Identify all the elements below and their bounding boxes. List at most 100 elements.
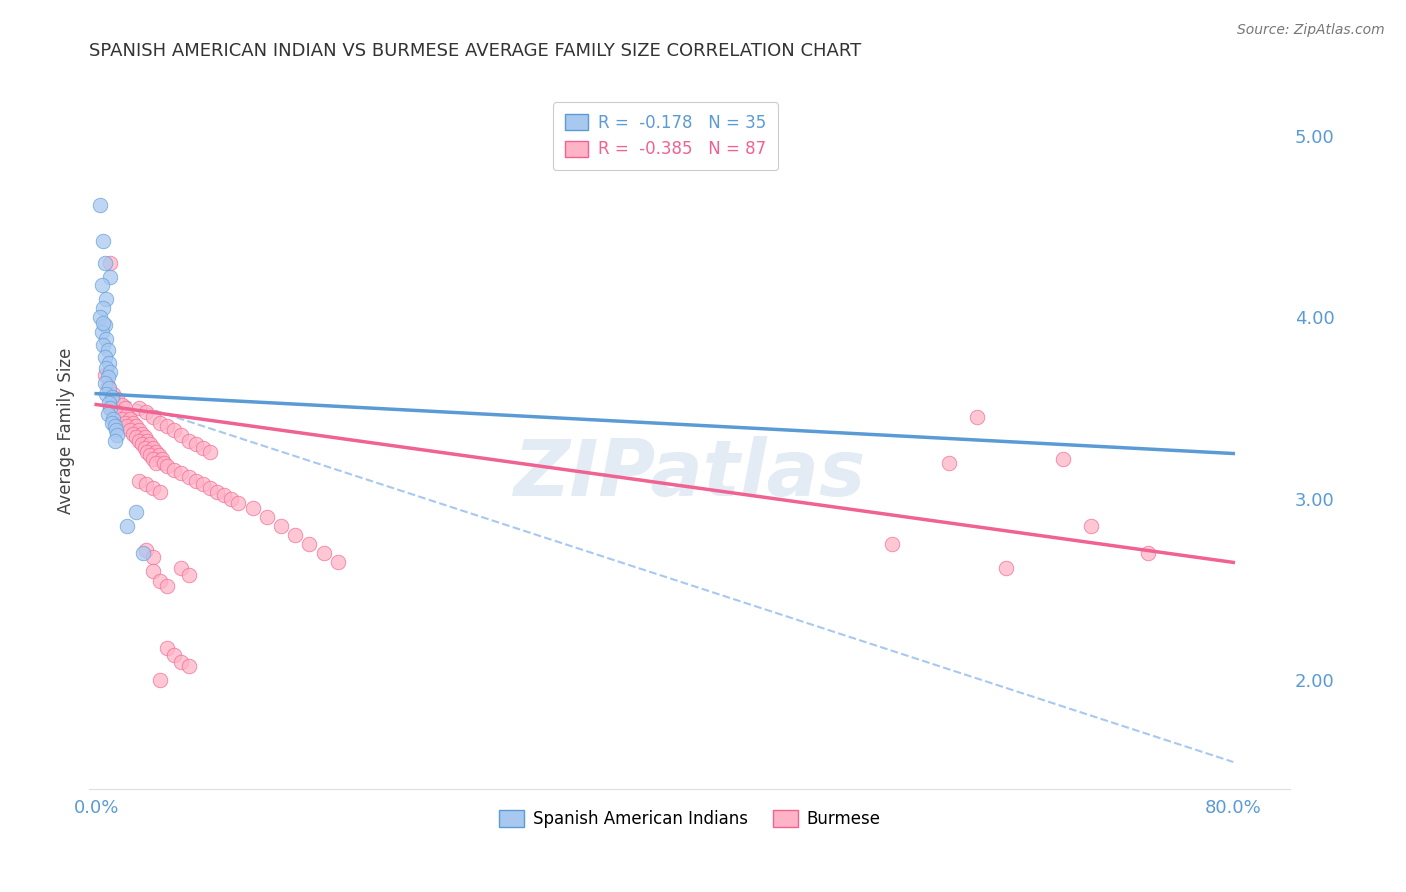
Point [101, 416, 124, 430]
Point [94, 332, 117, 346]
Legend: Spanish American Indians, Burmese: Spanish American Indians, Burmese [492, 803, 887, 835]
Point [134, 430, 156, 444]
Point [131, 437, 153, 451]
Point [111, 412, 134, 426]
Point [256, 510, 278, 524]
Y-axis label: Average Family Size: Average Family Size [58, 348, 75, 514]
Point [94, 361, 117, 376]
Point [93, 256, 115, 270]
Point [122, 416, 145, 430]
Point [105, 423, 128, 437]
Point [104, 419, 127, 434]
Point [156, 419, 179, 434]
Point [198, 481, 221, 495]
Point [177, 568, 200, 582]
Point [100, 270, 122, 285]
Point [98, 356, 121, 370]
Point [142, 452, 165, 467]
Point [177, 434, 200, 448]
Point [135, 477, 157, 491]
Point [170, 561, 193, 575]
Point [170, 428, 193, 442]
Point [149, 673, 172, 688]
Point [120, 412, 142, 426]
Point [91, 234, 114, 248]
Point [298, 537, 321, 551]
Point [94, 386, 117, 401]
Point [156, 459, 179, 474]
Point [170, 467, 193, 481]
Point [136, 444, 159, 458]
Point [90, 325, 112, 339]
Point [177, 658, 200, 673]
Point [120, 423, 142, 437]
Point [107, 428, 129, 442]
Point [184, 474, 207, 488]
Point [101, 390, 124, 404]
Point [134, 441, 156, 455]
Point [198, 444, 221, 458]
Point [89, 310, 111, 325]
Point [938, 456, 960, 470]
Point [145, 456, 167, 470]
Point [91, 316, 114, 330]
Point [153, 456, 176, 470]
Point [90, 277, 112, 292]
Point [191, 441, 214, 455]
Point [125, 505, 148, 519]
Point [111, 397, 134, 411]
Point [107, 392, 129, 406]
Point [128, 434, 150, 448]
Point [184, 437, 207, 451]
Point [135, 405, 157, 419]
Point [131, 426, 153, 441]
Point [966, 410, 988, 425]
Point [93, 368, 115, 383]
Point [93, 351, 115, 365]
Point [98, 395, 121, 409]
Point [1137, 546, 1160, 560]
Point [149, 484, 172, 499]
Point [242, 500, 264, 515]
Point [108, 407, 131, 421]
Point [142, 410, 165, 425]
Point [212, 488, 235, 502]
Point [226, 495, 249, 509]
Point [103, 412, 125, 426]
Text: SPANISH AMERICAN INDIAN VS BURMESE AVERAGE FAMILY SIZE CORRELATION CHART: SPANISH AMERICAN INDIAN VS BURMESE AVERA… [89, 42, 862, 60]
Point [150, 452, 173, 467]
Point [139, 437, 162, 451]
Point [1080, 519, 1102, 533]
Point [96, 370, 118, 384]
Point [142, 549, 165, 564]
Point [163, 463, 186, 477]
Point [205, 484, 228, 499]
Point [994, 561, 1017, 575]
Point [96, 407, 118, 421]
Point [149, 416, 172, 430]
Point [114, 416, 136, 430]
Point [117, 519, 139, 533]
Point [135, 542, 157, 557]
Point [270, 519, 292, 533]
Point [100, 365, 122, 379]
Text: ZIPatlas: ZIPatlas [513, 436, 866, 512]
Point [163, 423, 186, 437]
Point [142, 441, 165, 455]
Point [132, 546, 155, 560]
Point [114, 401, 136, 416]
Point [136, 434, 159, 448]
Point [93, 376, 115, 390]
Point [145, 444, 167, 458]
Point [191, 477, 214, 491]
Point [163, 648, 186, 662]
Point [117, 419, 139, 434]
Point [93, 318, 115, 332]
Point [96, 379, 118, 393]
Point [170, 655, 193, 669]
Point [125, 430, 148, 444]
Point [104, 434, 127, 448]
Point [142, 565, 165, 579]
Point [284, 528, 307, 542]
Point [96, 343, 118, 357]
